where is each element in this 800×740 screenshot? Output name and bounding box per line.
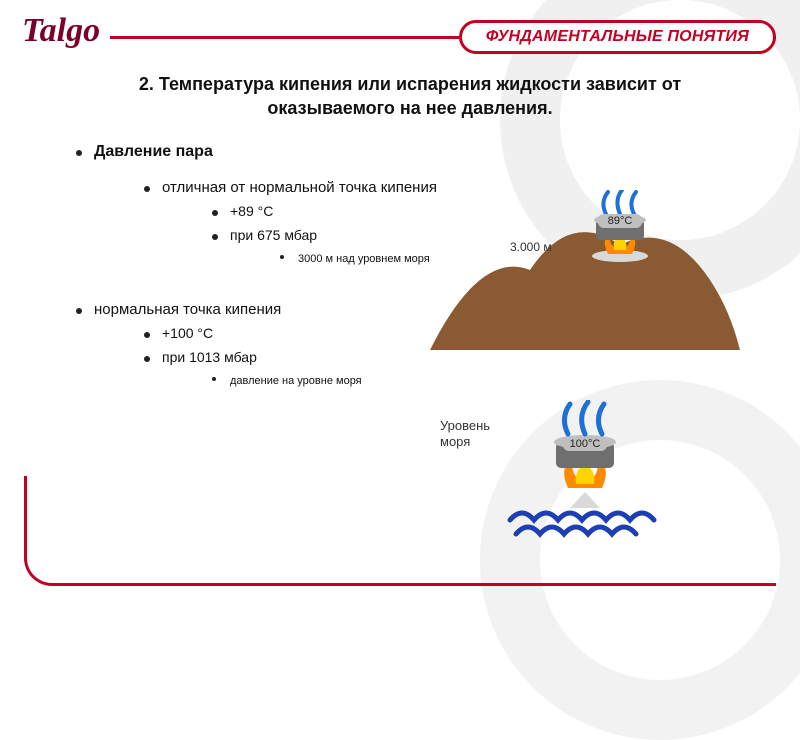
section-tab-label: ФУНДАМЕНТАЛЬНЫЕ ПОНЯТИЯ (486, 28, 749, 45)
altitude-label: 3.000 м (510, 240, 552, 254)
pot-temp-label-a: 89°С (598, 214, 642, 228)
main-heading: 2. Температура кипения или испарения жид… (80, 72, 740, 121)
sea-level-label: Уровень моря (440, 418, 510, 449)
wave-icon (516, 527, 636, 534)
section-b-title: нормальная точка кипения (94, 301, 281, 318)
steam-icon (564, 402, 604, 434)
section-a-subtitle: отличная от нормальной точка кипения (162, 179, 437, 196)
footer-rule (170, 583, 776, 586)
heading-number: 2. (139, 74, 154, 94)
sea-illustration: Уровень моря 100°С (420, 400, 750, 550)
mountain-svg (420, 190, 750, 360)
pot-temp-label-b: 100°С (563, 437, 607, 451)
section-b-pressure: при 1013 мбар (162, 349, 257, 365)
section-a-note: 3000 м над уровнем моря (298, 253, 430, 265)
section-a-title: Давление пара (94, 143, 213, 160)
steam-icon (603, 190, 636, 214)
section-tab: ФУНДАМЕНТАЛЬНЫЕ ПОНЯТИЯ (459, 20, 776, 54)
burner-base-icon (570, 492, 600, 508)
section-a-pressure: при 675 мбар (230, 227, 317, 243)
bullet-lvl4-b: давление на уровне моря (212, 371, 760, 389)
footer-corner (24, 476, 174, 586)
wave-icon (510, 513, 654, 520)
section-b-note: давление на уровне моря (230, 375, 362, 387)
mountain-illustration: 3.000 м 89°С (420, 190, 750, 360)
brand-logo: Talgo (22, 12, 100, 50)
heading-text: Температура кипения или испарения жидкос… (159, 74, 681, 118)
section-a-temp: +89 °С (230, 203, 273, 219)
mountain-shape (430, 232, 740, 350)
section-b-temp: +100 °С (162, 325, 213, 341)
